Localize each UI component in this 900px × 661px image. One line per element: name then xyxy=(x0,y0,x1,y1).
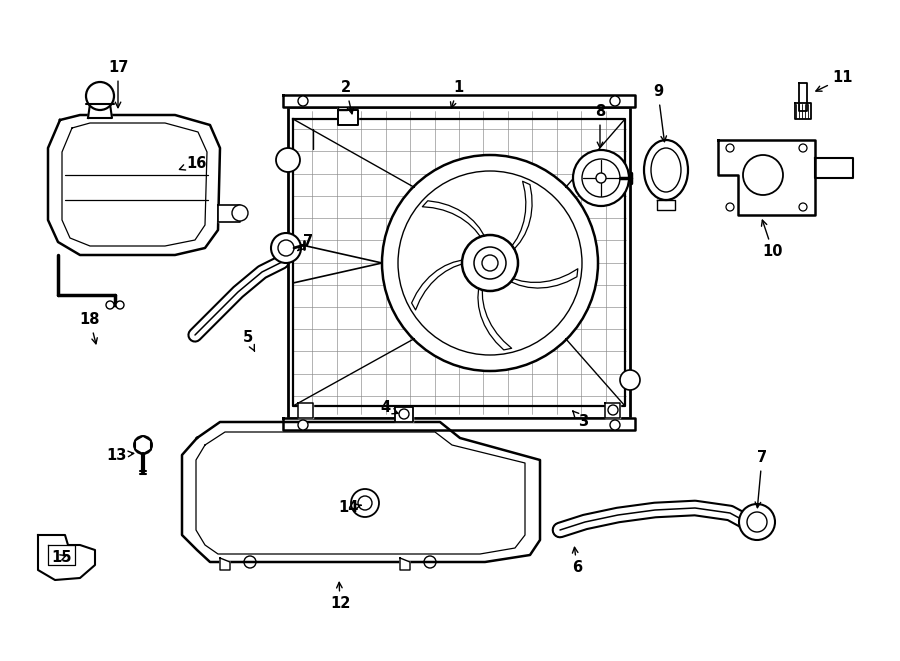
Text: 7: 7 xyxy=(298,235,313,251)
Polygon shape xyxy=(478,289,512,350)
Polygon shape xyxy=(298,403,313,418)
Polygon shape xyxy=(48,115,220,255)
Polygon shape xyxy=(395,407,413,422)
Circle shape xyxy=(134,436,152,454)
Circle shape xyxy=(116,301,124,309)
Polygon shape xyxy=(182,422,540,562)
Circle shape xyxy=(608,405,618,415)
Text: 1: 1 xyxy=(451,81,464,108)
Polygon shape xyxy=(512,181,532,249)
Text: 12: 12 xyxy=(329,582,350,611)
Circle shape xyxy=(298,420,308,430)
Text: 3: 3 xyxy=(572,411,588,430)
Circle shape xyxy=(351,489,379,517)
Circle shape xyxy=(610,96,620,106)
Circle shape xyxy=(86,82,114,110)
Text: 11: 11 xyxy=(816,71,853,91)
Circle shape xyxy=(382,155,598,371)
Circle shape xyxy=(232,205,248,221)
Text: 10: 10 xyxy=(761,220,783,260)
Polygon shape xyxy=(88,104,112,118)
Circle shape xyxy=(739,504,775,540)
Circle shape xyxy=(462,235,518,291)
Text: 16: 16 xyxy=(179,155,206,171)
Circle shape xyxy=(573,150,629,206)
Polygon shape xyxy=(718,140,815,215)
Polygon shape xyxy=(815,158,853,178)
Text: 7: 7 xyxy=(755,451,767,508)
Polygon shape xyxy=(283,95,635,107)
Polygon shape xyxy=(135,436,151,454)
Text: 5: 5 xyxy=(243,330,255,351)
Polygon shape xyxy=(283,418,635,430)
Polygon shape xyxy=(38,535,95,580)
Circle shape xyxy=(271,233,301,263)
Text: 13: 13 xyxy=(106,447,134,463)
Text: 8: 8 xyxy=(595,104,605,147)
Text: 17: 17 xyxy=(108,61,128,108)
Circle shape xyxy=(482,255,498,271)
Circle shape xyxy=(620,370,640,390)
Polygon shape xyxy=(338,110,358,125)
Polygon shape xyxy=(218,205,240,222)
Circle shape xyxy=(276,148,300,172)
Polygon shape xyxy=(411,260,463,310)
Polygon shape xyxy=(657,200,675,210)
Text: 18: 18 xyxy=(80,313,100,344)
Text: 14: 14 xyxy=(338,500,361,516)
Polygon shape xyxy=(799,83,807,111)
Polygon shape xyxy=(293,119,625,406)
Polygon shape xyxy=(338,107,347,110)
Circle shape xyxy=(596,173,606,183)
Text: 15: 15 xyxy=(52,549,72,564)
Circle shape xyxy=(106,301,114,309)
Text: 6: 6 xyxy=(572,547,582,576)
Circle shape xyxy=(298,96,308,106)
Polygon shape xyxy=(422,201,484,237)
Text: 2: 2 xyxy=(341,81,354,114)
Polygon shape xyxy=(511,269,578,288)
Polygon shape xyxy=(400,558,410,570)
Polygon shape xyxy=(220,558,230,570)
Text: 4: 4 xyxy=(380,401,398,416)
Polygon shape xyxy=(795,103,811,119)
Circle shape xyxy=(610,420,620,430)
Text: 9: 9 xyxy=(652,85,667,141)
Polygon shape xyxy=(605,403,620,418)
Polygon shape xyxy=(288,107,630,418)
